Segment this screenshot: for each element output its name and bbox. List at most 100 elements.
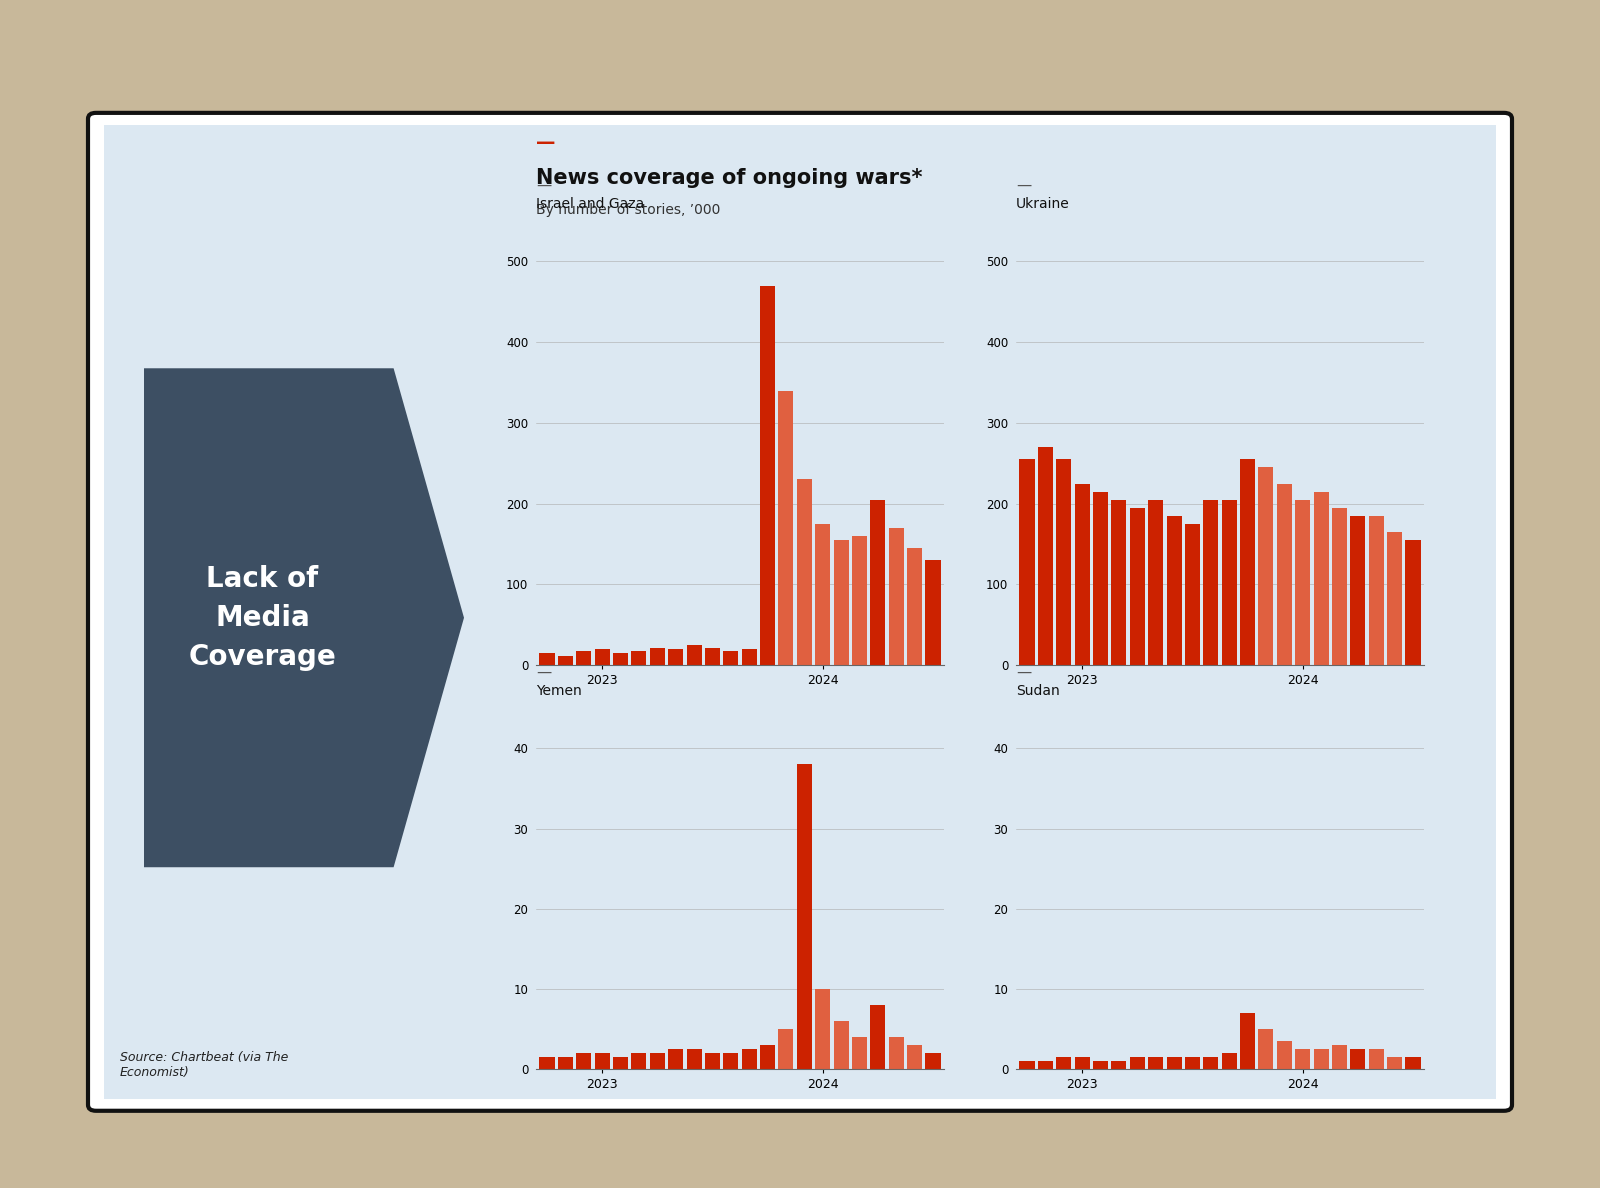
Bar bbox=[1149, 1057, 1163, 1069]
Bar bbox=[1166, 516, 1181, 665]
Bar bbox=[686, 645, 701, 665]
Bar bbox=[1314, 492, 1328, 665]
Bar bbox=[814, 988, 830, 1069]
Bar bbox=[1166, 1057, 1181, 1069]
Bar bbox=[558, 656, 573, 665]
Bar bbox=[1240, 1013, 1254, 1069]
Text: —: — bbox=[1016, 178, 1032, 194]
Bar bbox=[613, 1057, 629, 1069]
Text: Lack of
Media
Coverage: Lack of Media Coverage bbox=[189, 564, 336, 671]
Text: News coverage of ongoing wars*: News coverage of ongoing wars* bbox=[536, 169, 923, 188]
Bar bbox=[1350, 516, 1365, 665]
Bar bbox=[1294, 1049, 1310, 1069]
Bar bbox=[1056, 460, 1072, 665]
Text: Ukraine: Ukraine bbox=[1016, 197, 1070, 211]
Bar bbox=[1149, 500, 1163, 665]
Bar bbox=[870, 1005, 885, 1069]
Bar bbox=[797, 765, 811, 1069]
FancyBboxPatch shape bbox=[88, 113, 1512, 1111]
Text: Israel and Gaza: Israel and Gaza bbox=[536, 197, 645, 211]
Bar bbox=[779, 391, 794, 665]
Bar bbox=[814, 524, 830, 665]
Text: —: — bbox=[1016, 665, 1032, 681]
Bar bbox=[1277, 1041, 1291, 1069]
Bar bbox=[650, 647, 666, 665]
Bar bbox=[797, 480, 811, 665]
Bar bbox=[888, 1037, 904, 1069]
Bar bbox=[760, 1045, 774, 1069]
Bar bbox=[834, 541, 848, 665]
Text: By number of stories, ’000: By number of stories, ’000 bbox=[536, 203, 720, 217]
Bar bbox=[669, 649, 683, 665]
Bar bbox=[613, 653, 629, 665]
Bar bbox=[632, 651, 646, 665]
Bar bbox=[706, 1053, 720, 1069]
Bar bbox=[576, 651, 592, 665]
Text: —: — bbox=[536, 133, 555, 152]
Text: Yemen: Yemen bbox=[536, 684, 582, 699]
Bar bbox=[834, 1020, 848, 1069]
Bar bbox=[1203, 500, 1218, 665]
Bar bbox=[1331, 507, 1347, 665]
Bar bbox=[851, 536, 867, 665]
Bar bbox=[870, 500, 885, 665]
Bar bbox=[1259, 1029, 1274, 1069]
Text: —: — bbox=[536, 665, 552, 681]
Bar bbox=[742, 649, 757, 665]
Bar bbox=[907, 548, 922, 665]
Bar bbox=[1222, 1053, 1237, 1069]
Bar bbox=[1405, 1057, 1421, 1069]
Bar bbox=[1350, 1049, 1365, 1069]
Bar bbox=[760, 285, 774, 665]
Bar bbox=[1405, 541, 1421, 665]
Bar bbox=[1019, 1061, 1035, 1069]
Bar bbox=[1387, 1057, 1402, 1069]
Bar bbox=[723, 1053, 738, 1069]
Bar bbox=[595, 1053, 610, 1069]
Bar bbox=[104, 125, 1496, 1099]
Bar bbox=[1056, 1057, 1072, 1069]
Bar bbox=[851, 1037, 867, 1069]
Bar bbox=[1112, 1061, 1126, 1069]
Bar bbox=[1314, 1049, 1328, 1069]
Bar bbox=[1368, 516, 1384, 665]
Bar bbox=[1222, 500, 1237, 665]
Bar bbox=[888, 527, 904, 665]
Bar bbox=[706, 647, 720, 665]
Bar bbox=[1075, 484, 1090, 665]
Bar bbox=[1277, 484, 1291, 665]
Bar bbox=[1259, 467, 1274, 665]
Bar bbox=[1130, 507, 1146, 665]
Bar bbox=[925, 1053, 941, 1069]
Bar bbox=[1240, 460, 1254, 665]
Bar bbox=[576, 1053, 592, 1069]
Bar bbox=[1294, 500, 1310, 665]
Bar bbox=[1093, 1061, 1109, 1069]
Bar bbox=[1038, 1061, 1053, 1069]
Bar bbox=[539, 1057, 555, 1069]
Bar bbox=[1130, 1057, 1146, 1069]
Bar bbox=[1112, 500, 1126, 665]
Bar bbox=[1186, 1057, 1200, 1069]
Text: Source: Chartbeat (via The
Economist): Source: Chartbeat (via The Economist) bbox=[120, 1051, 288, 1080]
Bar bbox=[539, 653, 555, 665]
Text: —: — bbox=[536, 178, 552, 194]
Bar bbox=[907, 1045, 922, 1069]
Bar bbox=[1186, 524, 1200, 665]
Text: Sudan: Sudan bbox=[1016, 684, 1059, 699]
Bar bbox=[1203, 1057, 1218, 1069]
Bar bbox=[1387, 532, 1402, 665]
Bar bbox=[632, 1053, 646, 1069]
Polygon shape bbox=[144, 368, 464, 867]
Bar bbox=[742, 1049, 757, 1069]
Bar bbox=[779, 1029, 794, 1069]
Bar bbox=[1019, 460, 1035, 665]
Bar bbox=[650, 1053, 666, 1069]
Bar bbox=[723, 651, 738, 665]
Bar bbox=[595, 649, 610, 665]
Bar bbox=[558, 1057, 573, 1069]
Bar bbox=[925, 561, 941, 665]
Bar bbox=[1093, 492, 1109, 665]
Bar bbox=[1075, 1057, 1090, 1069]
Bar bbox=[1331, 1045, 1347, 1069]
